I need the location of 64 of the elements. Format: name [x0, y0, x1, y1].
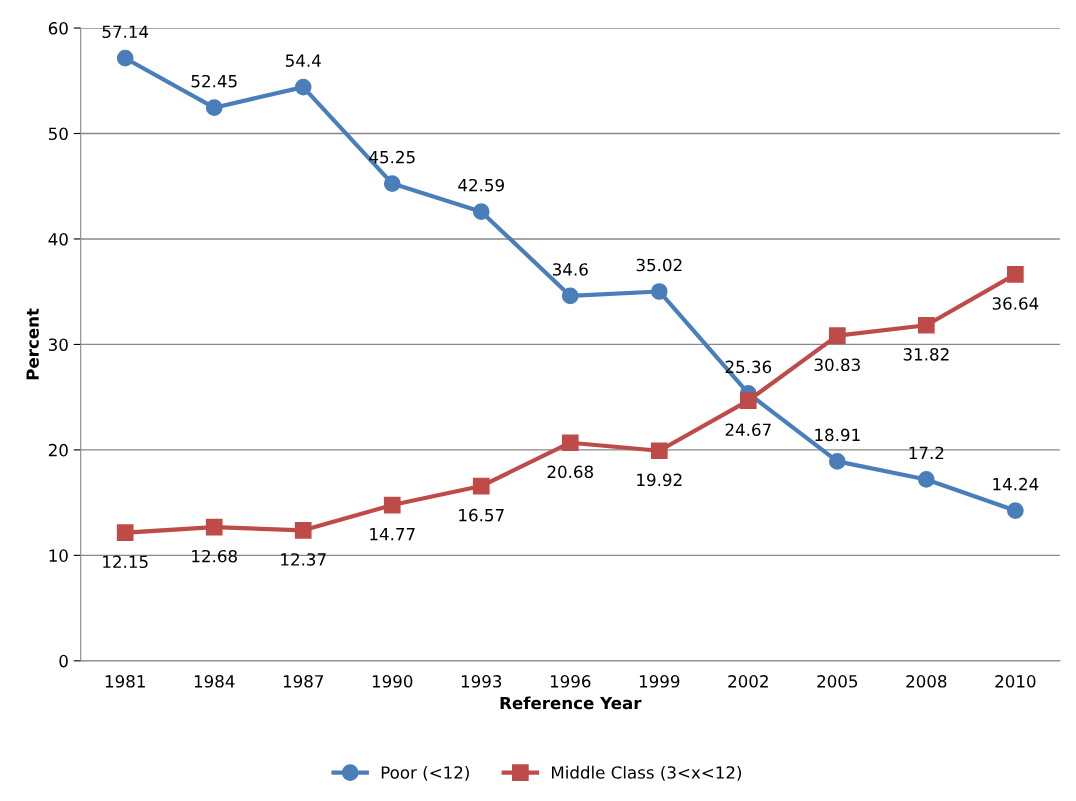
x-tick-label: 2005 — [817, 675, 858, 688]
data-label: 17.2 — [909, 446, 944, 460]
y-tick-label: 40 — [48, 232, 68, 246]
point — [739, 392, 757, 409]
x-tick-label: 1981 — [105, 675, 145, 688]
point — [472, 203, 490, 220]
point — [205, 99, 223, 116]
y-tick-label: 60 — [48, 22, 68, 35]
y-tick-label: 20 — [48, 443, 68, 457]
point — [472, 477, 490, 495]
point — [1007, 266, 1024, 283]
point — [205, 518, 223, 536]
x-tick-label: 2010 — [995, 675, 1036, 688]
x-tick-label: 2002 — [728, 675, 768, 688]
x-tick-label: 1999 — [639, 675, 680, 688]
data-label: 34.6 — [553, 263, 588, 276]
x-tick-label: 1990 — [372, 675, 413, 688]
data-label: 35.02 — [636, 258, 682, 272]
y-tick-label: 50 — [48, 127, 68, 141]
point — [294, 78, 312, 96]
point — [650, 442, 668, 460]
point — [294, 522, 312, 539]
point — [561, 434, 579, 452]
x-tick-label: 2008 — [906, 675, 947, 688]
data-label: 52.45 — [191, 74, 237, 88]
data-label: 31.82 — [903, 348, 949, 361]
data-label: 14.77 — [370, 528, 415, 541]
legend-label: Poor (<12) — [381, 765, 469, 781]
data-label: 18.91 — [815, 428, 860, 442]
point — [918, 471, 935, 488]
point — [918, 316, 935, 334]
data-label: 45.25 — [369, 150, 415, 164]
point — [828, 453, 846, 470]
y-tick-label: 30 — [48, 338, 68, 351]
point — [561, 287, 579, 305]
data-label: 36.64 — [992, 297, 1039, 310]
data-label: 42.59 — [458, 178, 504, 192]
x-tick-label: 1987 — [283, 675, 324, 688]
y-axis-title: Percent — [26, 308, 39, 380]
point — [828, 327, 846, 345]
x-tick-label: 1984 — [194, 675, 235, 688]
x-tick-label: 1993 — [461, 675, 502, 688]
data-label: 24.67 — [725, 423, 771, 437]
point — [116, 524, 134, 542]
data-label: 12.68 — [192, 549, 237, 563]
data-label: 30.83 — [814, 358, 860, 372]
y-tick-label: 10 — [49, 549, 68, 562]
point — [1007, 502, 1024, 519]
point — [383, 496, 401, 514]
point — [383, 175, 401, 192]
legend-label: Middle Class (3<x<12) — [552, 765, 742, 781]
data-label: 12.15 — [103, 555, 148, 569]
x-axis-title: Reference Year — [500, 696, 642, 710]
data-label: 54.4 — [285, 54, 321, 67]
point — [650, 283, 668, 300]
data-label: 14.24 — [993, 477, 1039, 491]
data-label: 16.57 — [459, 508, 504, 522]
data-label: 20.68 — [547, 465, 593, 479]
point — [116, 49, 134, 67]
data-label: 12.37 — [281, 553, 326, 566]
data-label: 57.14 — [102, 25, 149, 39]
x-tick-label: 1996 — [550, 675, 591, 688]
data-label: 19.92 — [637, 473, 682, 487]
y-tick-label: 0 — [59, 654, 68, 668]
